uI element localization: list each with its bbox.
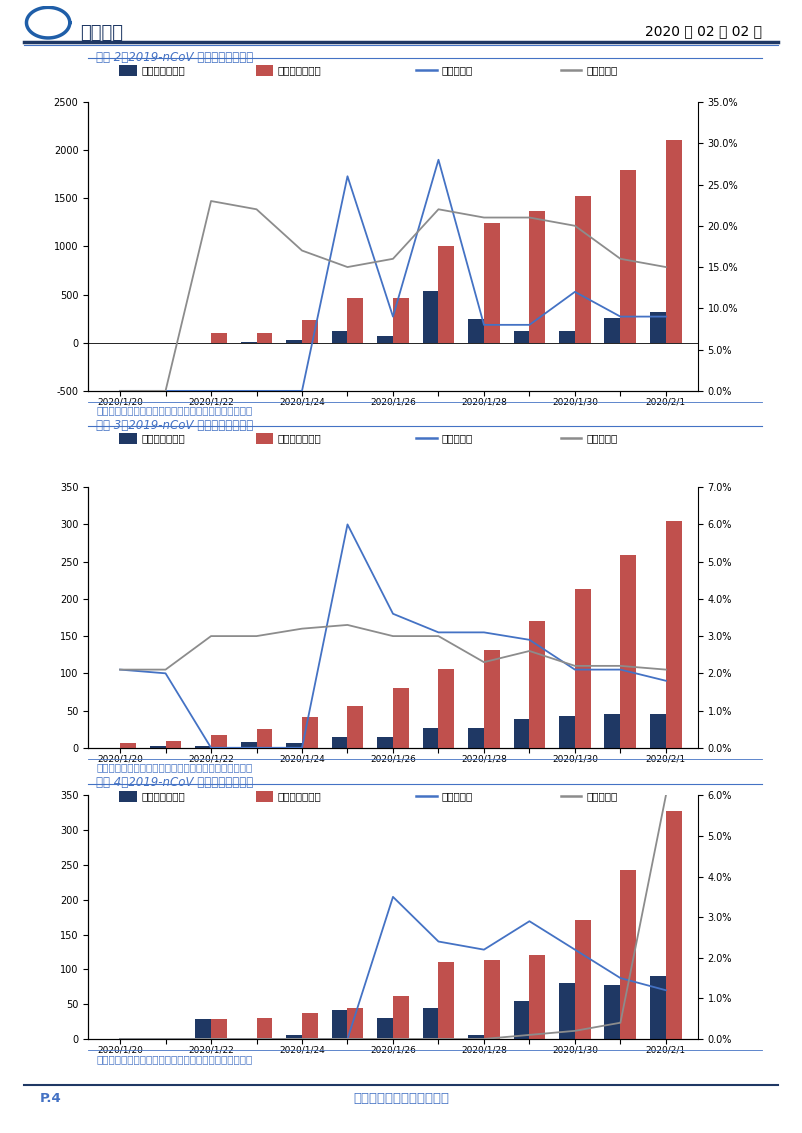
Text: 资料来源：国家卫健委、湖北省卫健委、国盛证券研究所: 资料来源：国家卫健委、湖北省卫健委、国盛证券研究所 — [96, 406, 253, 416]
Bar — [377, 736, 393, 748]
Bar — [513, 331, 529, 342]
Bar — [605, 317, 621, 342]
Bar — [286, 340, 302, 342]
Bar — [211, 735, 227, 748]
Bar — [241, 742, 257, 748]
Bar — [393, 688, 409, 748]
Text: 图表 4：2019-nCoV 大陆治愈病例情况: 图表 4：2019-nCoV 大陆治愈病例情况 — [96, 776, 253, 789]
Bar — [439, 247, 455, 342]
Bar — [605, 714, 621, 748]
Bar — [666, 139, 682, 342]
Text: 累计治愈率: 累计治愈率 — [586, 792, 618, 801]
Bar — [377, 337, 393, 342]
Bar — [666, 811, 682, 1039]
Bar — [650, 313, 666, 342]
Bar — [529, 621, 545, 748]
Text: 2020 年 02 月 02 日: 2020 年 02 月 02 日 — [645, 24, 762, 37]
Text: 新增死亡率: 新增死亡率 — [442, 434, 473, 443]
Bar — [468, 729, 484, 748]
Bar — [302, 1013, 318, 1039]
Text: 图表 3：2019-nCoV 大陆死亡病例情况: 图表 3：2019-nCoV 大陆死亡病例情况 — [96, 419, 253, 432]
Bar — [559, 716, 575, 748]
Text: 新增治愈（例）: 新增治愈（例） — [141, 792, 185, 801]
Bar — [513, 1000, 529, 1039]
Bar — [423, 291, 439, 342]
Text: 累计死亡（例）: 累计死亡（例） — [277, 434, 322, 443]
Bar — [529, 955, 545, 1039]
Bar — [423, 729, 439, 748]
Text: 累计重症（例）: 累计重症（例） — [277, 66, 322, 75]
Text: 国盛证券: 国盛证券 — [80, 24, 124, 42]
Text: 新增死亡（例）: 新增死亡（例） — [141, 434, 185, 443]
Bar — [347, 1007, 363, 1039]
Bar — [575, 920, 591, 1039]
Bar — [575, 196, 591, 342]
Bar — [605, 985, 621, 1039]
Text: 累计治愈（例）: 累计治愈（例） — [277, 792, 322, 801]
Bar — [286, 743, 302, 748]
Bar — [257, 1019, 273, 1039]
Bar — [120, 743, 136, 748]
Bar — [484, 649, 500, 748]
Text: 新增重症（例）: 新增重症（例） — [141, 66, 185, 75]
Bar — [331, 736, 347, 748]
Bar — [439, 962, 455, 1039]
Text: P.4: P.4 — [40, 1092, 62, 1105]
Bar — [150, 747, 165, 748]
Bar — [650, 977, 666, 1039]
Bar — [286, 1036, 302, 1039]
Text: 新增治愈率: 新增治愈率 — [442, 792, 473, 801]
Bar — [211, 333, 227, 342]
Text: 新增重症率: 新增重症率 — [442, 66, 473, 75]
Bar — [484, 223, 500, 342]
Bar — [165, 741, 181, 748]
Bar — [468, 1036, 484, 1039]
Bar — [331, 331, 347, 342]
Bar — [559, 331, 575, 342]
Text: 资料来源：国家卫健委、湖北省卫健委、国盛证券研究所: 资料来源：国家卫健委、湖北省卫健委、国盛证券研究所 — [96, 1054, 253, 1064]
Bar — [559, 983, 575, 1039]
Bar — [575, 589, 591, 748]
Bar — [621, 170, 636, 342]
Text: 资料来源：国家卫健委、湖北省卫健委、国盛证券研究所: 资料来源：国家卫健委、湖北省卫健委、国盛证券研究所 — [96, 763, 253, 773]
Bar — [302, 717, 318, 748]
Bar — [302, 320, 318, 342]
Bar — [211, 1020, 227, 1039]
Bar — [347, 706, 363, 748]
Text: 图表 2：2019-nCoV 大陆重症病例情况: 图表 2：2019-nCoV 大陆重症病例情况 — [96, 51, 253, 63]
Bar — [513, 719, 529, 748]
Bar — [423, 1008, 439, 1039]
Bar — [621, 870, 636, 1039]
Text: 请仔细阅读本报告末页声明: 请仔细阅读本报告末页声明 — [353, 1092, 449, 1105]
Bar — [377, 1019, 393, 1039]
Bar — [529, 211, 545, 342]
Bar — [439, 668, 455, 748]
Text: 累计死亡率: 累计死亡率 — [586, 434, 618, 443]
Bar — [468, 318, 484, 342]
Bar — [650, 714, 666, 748]
Bar — [257, 730, 273, 748]
Text: 累计重症率: 累计重症率 — [586, 66, 618, 75]
Bar — [195, 1020, 211, 1039]
Bar — [257, 333, 273, 342]
Bar — [347, 298, 363, 342]
Bar — [666, 521, 682, 748]
Bar — [331, 1010, 347, 1039]
Bar — [484, 961, 500, 1039]
Bar — [393, 298, 409, 342]
Bar — [195, 747, 211, 748]
Bar — [621, 555, 636, 748]
Bar — [393, 996, 409, 1039]
